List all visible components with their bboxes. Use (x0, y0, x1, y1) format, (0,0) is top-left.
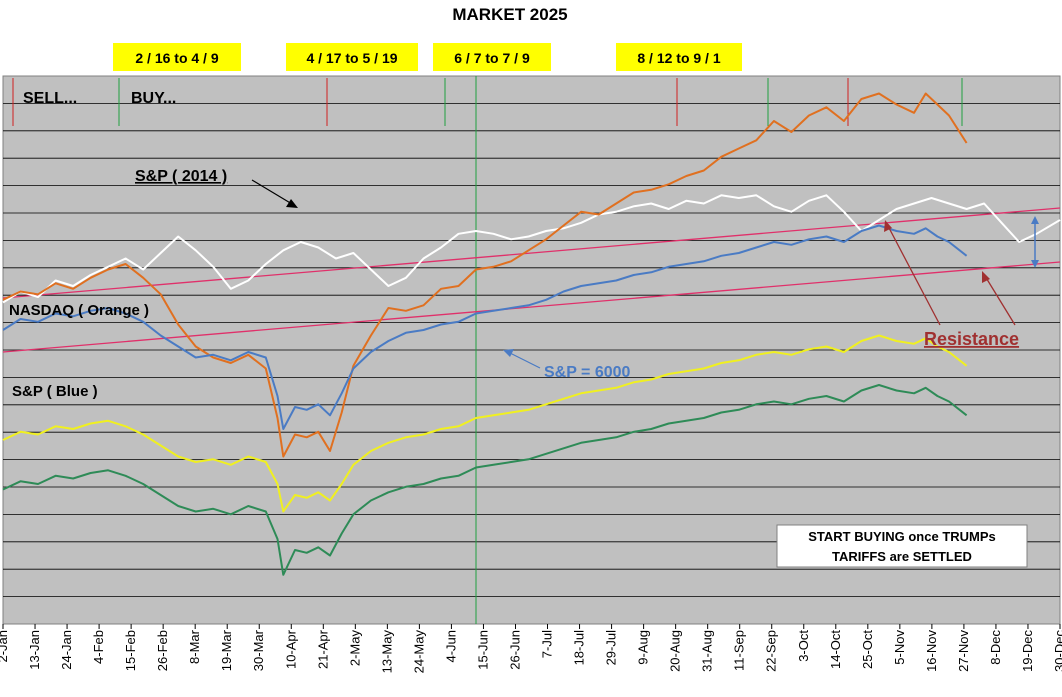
x-tick-label: 26-Jun (507, 630, 522, 670)
channel-arrow-top (1031, 216, 1039, 224)
x-tick-label: 14-Oct (828, 630, 843, 669)
note-box (776, 524, 1028, 568)
x-tick-label: 27-Nov (956, 630, 971, 672)
resistance-label: Resistance (924, 329, 1019, 349)
channel-arrow-bottom (1031, 260, 1039, 268)
trend-line-lower (2, 261, 1061, 353)
trend-line-upper (2, 207, 1061, 299)
x-tick-label: 11-Sep (732, 630, 747, 671)
x-tick-label: 20-Aug (668, 630, 683, 672)
x-tick-label: 9-Aug (636, 630, 651, 665)
x-tick-label: 2-Jan (0, 630, 10, 663)
x-tick-label: 31-Aug (700, 630, 715, 672)
gridlines (3, 103, 1060, 597)
x-tick-label: 8-Dec (988, 630, 1003, 665)
x-tick-label: 3-Oct (796, 630, 811, 662)
period-box-2 (286, 43, 418, 71)
series-line-4 (2, 384, 968, 576)
x-tick-label: 8-Mar (187, 629, 202, 664)
x-tick-label: 7-Jul (540, 630, 555, 658)
x-tick-label: 2-May (347, 630, 362, 667)
period-box-4 (616, 43, 742, 71)
x-tick-label: 19-Dec (1020, 630, 1035, 672)
signal-markers (12, 78, 963, 126)
x-tick-label: 22-Sep (764, 630, 779, 672)
x-tick-label: 19-Mar (219, 629, 234, 671)
x-tick-label: 24-May (411, 630, 426, 674)
x-tick-label: 5-Nov (892, 630, 907, 665)
series-layer (2, 92, 1061, 576)
period-box-3 (433, 43, 551, 71)
buy-label: BUY... (131, 90, 176, 107)
x-tick-label: 15-Jun (475, 630, 490, 670)
sp2014-arrowhead (286, 199, 298, 208)
series-line-2 (2, 224, 968, 430)
x-axis: 2-Jan 13-Jan 24-Jan 4-Feb 15-Feb 26-Feb 8-Mar 1… (0, 624, 1062, 673)
period-box-1 (113, 43, 241, 71)
period-label-2: 4 / 17 to 5 / 19 (306, 50, 397, 66)
sp6000-arrow (507, 351, 541, 369)
sp2014-label: S&P ( 2014 ) (135, 168, 227, 185)
x-tick-label: 29-Jul (604, 630, 619, 666)
resistance-arrow-1 (887, 225, 941, 326)
x-tick-label: 24-Jan (59, 630, 74, 670)
spblue-label: S&P ( Blue ) (12, 383, 98, 400)
sp6000-label: S&P = 6000 (544, 364, 631, 381)
period-label-3: 6 / 7 to 7 / 9 (454, 50, 530, 66)
note-line-1: START BUYING once TRUMPs (808, 529, 996, 544)
x-tick-label: 15-Feb (123, 630, 138, 671)
sell-label: SELL... (23, 90, 77, 107)
x-tick-label: 10-Apr (283, 629, 298, 669)
x-tick-label: 30-Mar (251, 629, 266, 671)
x-tick-label: 18-Jul (572, 630, 587, 666)
x-tick-label: 21-Apr (315, 629, 330, 669)
x-tick-label: 26-Feb (155, 630, 170, 671)
series-line-3 (2, 334, 968, 513)
x-tick-label: 13-May (379, 630, 394, 674)
x-tick-label: 16-Nov (924, 630, 939, 672)
resistance-arrowhead-1 (884, 220, 892, 232)
note-line-2: TARIFFS are SETTLED (832, 549, 972, 564)
period-label-1: 2 / 16 to 4 / 9 (135, 50, 218, 66)
chart-title: MARKET 2025 (452, 5, 567, 24)
resistance-arrow-2 (984, 275, 1016, 326)
x-tick-label: 4-Feb (91, 630, 106, 664)
sp2014-arrow (251, 179, 293, 205)
nasdaq-label: NASDAQ ( Orange ) (9, 302, 149, 319)
resistance-arrowhead-2 (982, 271, 990, 283)
series-line-0 (2, 194, 1061, 304)
period-label-4: 8 / 12 to 9 / 1 (637, 50, 720, 66)
x-tick-label: 13-Jan (27, 630, 42, 670)
series-line-1 (2, 92, 968, 458)
x-tick-label: 4-Jun (443, 630, 458, 663)
sp6000-arrowhead (503, 349, 514, 357)
x-tick-label: 25-Oct (860, 630, 875, 669)
x-tick-label: 30-Dec (1052, 630, 1062, 672)
